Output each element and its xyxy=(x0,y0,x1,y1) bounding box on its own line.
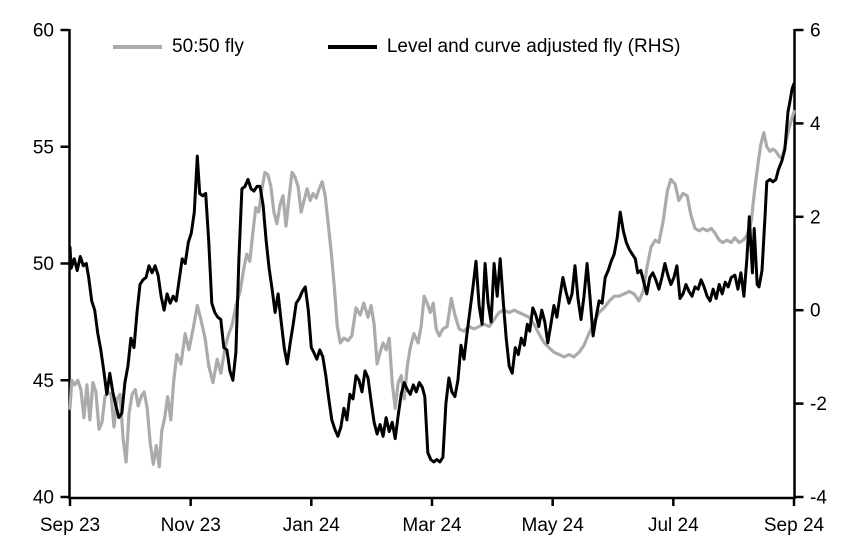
legend-label-50-50-fly: 50:50 fly xyxy=(172,36,244,57)
left-axis-tick-label: 55 xyxy=(33,137,54,158)
right-axis-tick-label: 2 xyxy=(810,207,821,228)
left-axis-tick-label: 45 xyxy=(33,371,54,392)
series-line-50-50-fly xyxy=(68,110,796,469)
x-axis-tick-label: Mar 24 xyxy=(402,515,462,536)
legend-item-level-curve-adjusted-fly: Level and curve adjusted fly (RHS) xyxy=(327,36,681,58)
right-axis-tick-label: -4 xyxy=(810,488,827,509)
axes-frame xyxy=(68,29,796,500)
right-axis-tick-label: 4 xyxy=(810,114,821,135)
legend-label-level-curve-adjusted-fly: Level and curve adjusted fly (RHS) xyxy=(386,36,681,57)
legend-item-50-50-fly: 50:50 fly xyxy=(113,36,244,58)
left-axis-tick-label: 40 xyxy=(33,488,54,509)
right-axis-tick-label: 6 xyxy=(810,21,821,42)
right-axis-tick-label: -2 xyxy=(810,394,827,415)
right-axis-tick-label: 0 xyxy=(810,301,821,322)
x-axis-tick-label: Sep 24 xyxy=(764,515,825,536)
x-axis-tick-label: Jul 24 xyxy=(648,515,699,536)
x-axis-tick-label: May 24 xyxy=(522,515,585,536)
x-axis-tick-label: Sep 23 xyxy=(40,515,100,536)
legend: 50:50 fly Level and curve adjusted fly (… xyxy=(113,36,680,58)
x-axis-tick-label: Nov 23 xyxy=(161,515,221,536)
left-axis-tick-label: 50 xyxy=(33,254,54,275)
legend-line-sample-black xyxy=(327,45,377,49)
series-line-level-curve-adjusted-fly xyxy=(68,82,796,464)
legend-line-sample-gray xyxy=(113,45,162,49)
x-axis-tick-label: Jan 24 xyxy=(283,515,340,536)
left-axis-tick-label: 60 xyxy=(33,21,54,42)
